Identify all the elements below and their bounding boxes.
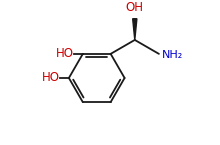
Text: HO: HO: [55, 47, 73, 60]
Text: HO: HO: [42, 71, 60, 85]
Polygon shape: [133, 19, 137, 40]
Text: OH: OH: [126, 1, 144, 14]
Text: NH₂: NH₂: [162, 50, 183, 60]
